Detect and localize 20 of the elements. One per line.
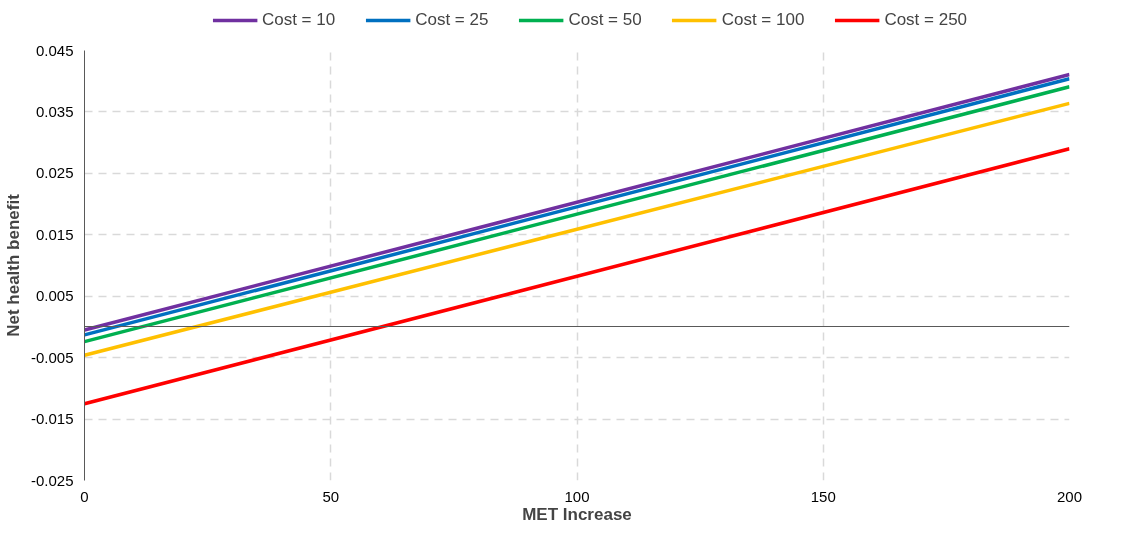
x-tick-label: 100 [564, 487, 590, 505]
y-tick-label: 0.005 [35, 287, 74, 305]
y-tick-label: -0.005 [30, 348, 74, 366]
y-tick-label: 0.045 [35, 41, 74, 59]
y-tick-label: -0.015 [30, 410, 74, 428]
legend-label: Cost = 10 [261, 10, 336, 30]
y-tick-label: 0.015 [35, 225, 74, 243]
x-tick-label: 200 [1056, 487, 1083, 505]
y-tick-label: 0.025 [35, 164, 74, 182]
x-axis-title: MET Increase [522, 504, 632, 524]
y-tick-label: 0.035 [35, 102, 74, 120]
legend-label: Cost = 50 [568, 10, 642, 30]
legend-label: Cost = 100 [721, 10, 805, 30]
x-tick-label: 50 [322, 487, 340, 505]
y-tick-label: -0.025 [30, 471, 74, 489]
legend-label: Cost = 250 [884, 10, 968, 30]
x-tick-label: 150 [810, 487, 836, 505]
legend-label: Cost = 25 [415, 10, 489, 30]
y-axis-title: Net health benefit [3, 193, 23, 337]
x-tick-label: 0 [80, 487, 89, 505]
